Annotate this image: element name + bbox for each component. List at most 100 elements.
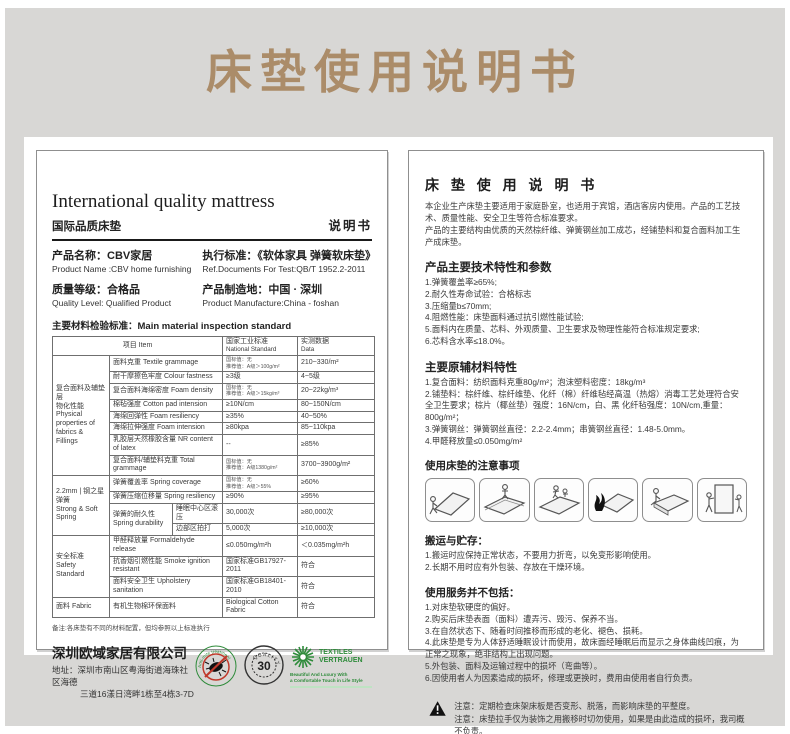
cell-item: 海绵拉伸强度 Foam intension (109, 422, 223, 436)
cell-standard: 国标值：无 推荐值：A级＞15kg/m³ (222, 382, 298, 400)
cell-data: 20~22kg/m³ (297, 382, 375, 400)
cell-standard: ≥90% (222, 491, 298, 504)
cell-data: 210~330/m² (297, 355, 375, 373)
quality-30-stamp-icon: QUALITY 30 (244, 645, 284, 685)
table-row: 乳胶层天然橡胶含量 NR content of latex -- ≥85% (53, 434, 375, 456)
table-row: 边部区拍打 5,000次 ≥10,000次 (53, 523, 375, 537)
cell-data: 40~50% (297, 410, 375, 424)
care-illustrations (425, 478, 747, 523)
handling-heading: 搬运与贮存： (425, 535, 488, 548)
manual-label: 说明书 (328, 219, 372, 233)
cell-item: 复合面料海绵密度 Foam density (109, 382, 223, 400)
group-spring: 2.2mm | 钢之星 弹簧 Strong & Soft Spring (52, 475, 110, 537)
info-quality-level: 质量等级：合格品 Quality Level: Qualified Produc… (52, 283, 172, 308)
cell-standard: 5,000次 (222, 523, 298, 537)
cell-item: 弹簧压缩位移量 Spring resiliency (109, 491, 223, 504)
warning-triangle-icon (429, 701, 446, 717)
cell-sub-item: 边部区拍打 (172, 523, 223, 537)
table-footnote: 备注:各床垫有不同的材料配置，但均参照以上标准执行 (52, 625, 210, 633)
cell-standard: 国家标准GB17927-2011 (222, 555, 298, 578)
cell-standard: 30,000次 (222, 502, 298, 525)
spec-title-cn: 国际品质床垫 (52, 221, 121, 233)
cell-data: 80~150N/cm (297, 398, 375, 412)
cell-item: 有机生物棉环保面料 (109, 596, 223, 619)
page-title: 床垫使用说明书 (206, 46, 584, 98)
cell-item: 棉毡强度 Cotton pad intension (109, 398, 223, 412)
header-item: 项目 Item (52, 335, 223, 357)
cell-data: ≥60% (297, 475, 375, 493)
cell-standard: 国标值：无 推荐值：A级1380g/m² (222, 454, 298, 477)
table-row: 2.2mm | 钢之星 弹簧 Strong & Soft Spring 弹簧覆盖… (52, 475, 375, 537)
cell-data: 符合 (297, 596, 375, 619)
exclusions-list: 1.对床垫软硬度的偏好。 2.购买后床垫表面（面料）遭弄污、毁污、保养不当。 3… (425, 602, 739, 683)
info-standard: 执行标准：《软体家具 弹簧软床垫》 Ref.Documents For Test… (202, 250, 376, 274)
table-row: 安全标准 Safety Standard 甲醛释放量 Formaldehyde … (52, 535, 375, 598)
cell-item: 弹簧覆盖率 Spring coverage (109, 475, 223, 493)
illustration-no-jumping (479, 478, 530, 523)
cell-standard: ≥10N/cm (222, 398, 298, 412)
table-row: 复合面料及辅垫层 物化性能 Physical properties of fab… (52, 355, 375, 477)
cell-standard: ≤0.050mg/m²h (222, 535, 298, 557)
instructions-panel: 床 垫 使 用 说 明 书 本企业生产床垫主要适用于家庭卧室，也适用于宾馆，酒店… (408, 150, 764, 734)
table-row: 海绵拉伸强度 Foam intension ≥80kpa 85~110kpa (53, 422, 375, 436)
title-divider (52, 239, 372, 241)
notice-heading: 使用床垫的注意事项 (425, 460, 520, 473)
cell-item: 面料克重 Textile grammage (109, 355, 223, 373)
table-row: 面料 Fabric 有机生物棉环保面料 Biological Cotton Fa… (52, 596, 375, 619)
cell-item: 面料安全卫生 Upholstery sanitation (109, 576, 223, 598)
cell-data: 符合 (297, 576, 375, 598)
table-caption: 主要材料检验标准：Main material inspection standa… (52, 320, 292, 332)
warning-text: 注意：定期检查床架床板是否变形、脱落，而影响床垫的平整度。 注意：床垫拉手仅为装… (454, 701, 745, 734)
tech-list: 1.弹簧覆盖率≥65%; 2.耐久性寿命试验：合格标志 3.压缩量b≤70mm;… (425, 277, 700, 346)
group-fabric: 面料 Fabric (52, 596, 110, 619)
header-data: 实测数据 Data (297, 335, 375, 357)
cell-item: 甲醛释放量 Formaldehyde release (109, 535, 223, 557)
materials-heading: 主要原辅材料特性 (425, 361, 517, 374)
product-info-grid: 产品名称：CBV家居 Product Name :CBV home furnis… (52, 250, 376, 309)
company-name: 深圳欧域家居有限公司 (52, 646, 187, 662)
cell-data: ≥80,000次 (297, 502, 375, 525)
cell-durability-label: 弹簧的耐久性 Spring durability (109, 502, 173, 537)
table-row: 抗香烟引燃性能 Smoke ignition resistant 国家标准GB1… (53, 555, 375, 578)
group-physical-properties: 复合面料及辅垫层 物化性能 Physical properties of fab… (52, 355, 110, 477)
spec-sheet-panel: International quality mattress 国际品质床垫 说明… (36, 150, 388, 699)
info-manufacture-place: 产品制造地：中国 · 深圳 Product Manufacture:China … (202, 283, 339, 308)
company-address: 地址：深圳市南山区粤海街道海珠社区海德 三道16漾日湾畔1栋至4栋3-7D (52, 665, 194, 699)
cell-item: 耐干摩擦色牢度 Colour fastness (109, 371, 223, 384)
warning-block: 注意：定期检查床架床板是否变形、脱落，而影响床垫的平整度。 注意：床垫拉手仅为装… (425, 700, 747, 734)
info-product-name: 产品名称：CBV家居 Product Name :CBV home furnis… (52, 250, 192, 274)
certification-stamps: Anti-mite treatment QUALITY 30 (194, 642, 372, 701)
anti-mite-stamp-icon: Anti-mite treatment (195, 645, 237, 687)
cell-standard: -- (222, 434, 298, 456)
cell-standard: 国标值：无 推荐值：A级＞100g/m² (222, 355, 298, 373)
table-row: 复合面料/辅垫料克重 Total grammage 国标值：无 推荐值：A级138… (53, 454, 375, 477)
intro-paragraph: 本企业生产床垫主要适用于家庭卧室，也适用于宾馆，酒店客房内使用。产品的工艺技术、… (425, 201, 741, 248)
table-row: 弹簧压缩位移量 Spring resiliency ≥90% ≥95% (53, 491, 375, 504)
cell-item: 乳胶层天然橡胶含量 NR content of latex (109, 434, 223, 456)
illustration-carry-upright (696, 478, 747, 523)
illustration-no-fire (587, 478, 639, 523)
cell-standard: ≥80kpa (222, 422, 298, 436)
cell-item: 复合面料/辅垫料克重 Total grammage (109, 454, 223, 477)
table-header-row: 项目 Item 国家工业标准 National Standard 实测数据 Da… (52, 335, 375, 357)
inspection-standard-table: 项目 Item 国家工业标准 National Standard 实测数据 Da… (52, 335, 375, 619)
table-row: 弹簧的耐久性 Spring durability 睡眠中心区滚压 30,000次… (53, 502, 375, 537)
cell-data: ≥85% (297, 434, 375, 456)
illustration-no-kids-playing (533, 478, 584, 523)
cell-sub-item: 睡眠中心区滚压 (172, 502, 223, 525)
spec-title-en: International quality mattress (52, 191, 275, 212)
cell-standard: ≥3级 (222, 371, 298, 384)
cell-item: 海绵回弹性 Foam resiliency (109, 410, 223, 424)
handling-list: 1.搬运时应保持正常状态，不要用力折弯，以免变形影响使用。 2.长期不用时应有外… (425, 550, 656, 573)
cell-data: 符合 (297, 555, 375, 578)
logo-underline (290, 686, 372, 689)
cell-standard: ≥35% (222, 410, 298, 424)
textiles-vertrauen-logo: TEXTILES VERTRAUEN Beautiful And Luxury … (290, 644, 372, 689)
exclusions-heading: 使用服务并不包括： (425, 587, 520, 599)
flower-icon (292, 646, 314, 669)
cell-standard: 国标值：无 推荐值：A级＞55% (222, 475, 298, 493)
instructions-title: 床 垫 使 用 说 明 书 (425, 177, 599, 193)
cell-standard: Biological Cotton Fabric (222, 596, 298, 619)
table-row: 复合面料海绵密度 Foam density 国标值：无 推荐值：A级＞15kg/m… (53, 382, 375, 400)
